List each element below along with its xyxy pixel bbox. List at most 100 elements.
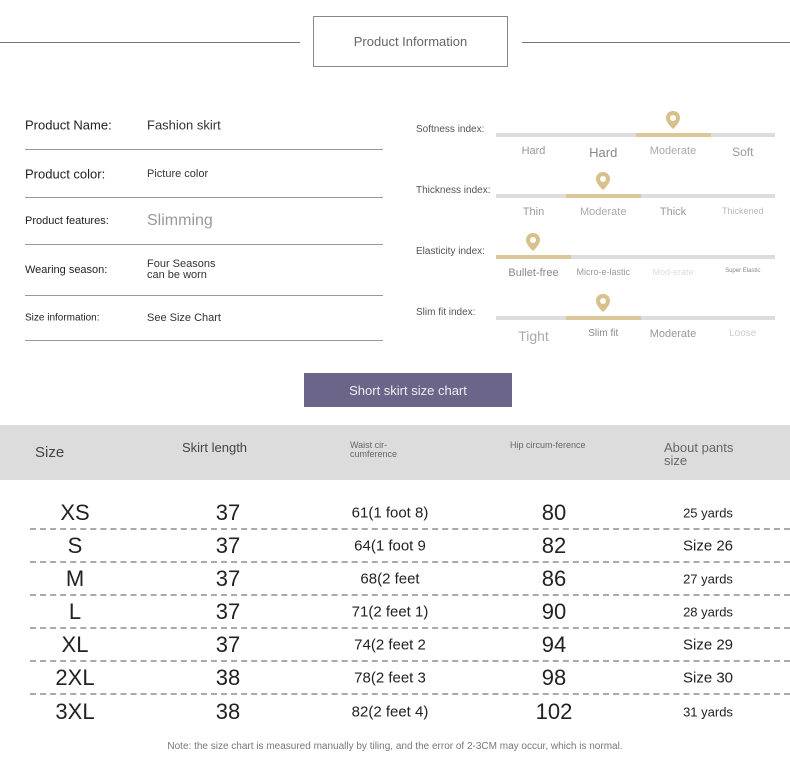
index-option: Slim fit [588, 328, 619, 339]
index-track[interactable] [496, 172, 775, 198]
info-label: Size information: [25, 312, 100, 324]
table-cell: 102 [535, 698, 573, 724]
table-row: XS 37 61(1 foot 8) 80 25 yards [30, 497, 790, 530]
info-value: Slimming [147, 212, 213, 229]
table-cell: 38 [215, 698, 241, 724]
index-option: Thick [659, 206, 687, 218]
location-pin-icon [595, 294, 610, 312]
table-cell: 27 yards [683, 571, 733, 586]
index-option: Micro-e-lastic [576, 267, 630, 277]
index-option: Hard [589, 145, 618, 160]
info-label: Wearing season: [25, 264, 108, 276]
table-cell: 3XL [55, 698, 95, 724]
column-header: Skirt length [182, 440, 248, 455]
table-cell: 68(2 feet [360, 570, 420, 587]
table-row: XL 37 74(2 feet 2 94 Size 29 [30, 629, 790, 662]
size-chart-button[interactable]: Short skirt size chart [304, 373, 512, 407]
info-value: Four Seasons can be worn [147, 258, 216, 281]
column-header: About pants size [664, 440, 734, 468]
location-pin-icon [595, 172, 610, 190]
info-label: Product features: [25, 215, 109, 227]
table-cell: Size 29 [682, 636, 734, 653]
table-cell: M [65, 565, 85, 591]
table-cell: 78(2 feet 3 [354, 669, 426, 686]
table-cell: 37 [215, 565, 241, 591]
column-header: Size [35, 444, 65, 461]
index-selected-segment [496, 255, 571, 259]
column-header: Hip circum-ference [510, 440, 586, 450]
table-cell: 38 [215, 664, 241, 690]
index-selected-segment [565, 194, 641, 198]
index-track[interactable] [496, 111, 775, 137]
index-track[interactable] [496, 233, 775, 259]
table-cell: 74(2 feet 2 [354, 636, 426, 653]
index-option: Bullet-free [508, 267, 559, 279]
page-title: Product Information [313, 16, 508, 67]
index-label: Softness index: [416, 124, 485, 135]
index-selected-segment [635, 133, 711, 137]
divider-right [522, 42, 790, 43]
index-label: Elasticity index: [416, 246, 485, 257]
index-label: Slim fit index: [416, 307, 476, 318]
index-option: Super Elastic [725, 268, 761, 274]
table-cell: 2XL [55, 664, 95, 690]
table-row: L 37 71(2 feet 1) 90 28 yards [30, 596, 790, 629]
table-cell: L [68, 598, 82, 624]
index-selected-segment [565, 316, 641, 320]
table-cell: 61(1 foot 8) [351, 504, 429, 521]
table-cell: XL [61, 631, 89, 657]
table-row: S 37 64(1 foot 9 82 Size 26 [30, 530, 790, 563]
table-cell: XS [60, 499, 90, 525]
table-cell: 28 yards [683, 604, 733, 619]
index-option: Thickened [721, 206, 764, 216]
info-row: Wearing season: Four Seasons can be worn [25, 245, 383, 296]
index-option: Hard [521, 145, 546, 157]
table-cell: Size 26 [682, 537, 734, 554]
info-value: Fashion skirt [147, 117, 221, 132]
index-track[interactable] [496, 294, 775, 320]
table-cell: 80 [541, 499, 567, 525]
info-row: Product color: Picture color [25, 150, 383, 198]
index-label: Thickness index: [416, 185, 491, 196]
info-row: Product features: Slimming [25, 198, 383, 245]
index-option: Tight [518, 328, 549, 344]
location-pin-icon [526, 233, 540, 251]
size-note: Note: the size chart is measured manuall… [167, 741, 623, 752]
index-option: Soft [732, 145, 754, 159]
table-cell: 71(2 feet 1) [351, 603, 429, 620]
table-cell: 37 [215, 631, 241, 657]
table-cell: 25 yards [683, 505, 733, 520]
index-option: Moderate [649, 328, 697, 340]
table-row: 3XL 38 82(2 feet 4) 102 31 yards [30, 695, 790, 728]
index-option: Mod-erate [652, 267, 694, 277]
table-cell: 82(2 feet 4) [351, 703, 429, 720]
table-cell: 86 [541, 565, 567, 591]
table-cell: 31 yards [683, 704, 733, 719]
info-row: Product Name: Fashion skirt [25, 100, 383, 150]
table-cell: Size 30 [682, 669, 734, 686]
info-row: Size information: See Size Chart [25, 296, 383, 341]
divider-left [0, 42, 300, 43]
location-pin-icon [665, 111, 680, 129]
index-option: Moderate [580, 206, 627, 218]
info-value: See Size Chart [147, 312, 221, 324]
table-cell: 37 [215, 532, 241, 558]
index-option: Moderate [649, 145, 697, 157]
table-cell: 90 [541, 598, 567, 624]
table-cell: 37 [215, 598, 241, 624]
index-option: Loose [729, 328, 757, 339]
table-row: M 37 68(2 feet 86 27 yards [30, 563, 790, 596]
column-header: Waist cir-cumference [350, 440, 398, 459]
index-option: Thin [522, 206, 545, 218]
info-label: Product color: [25, 166, 106, 181]
info-value: Picture color [147, 167, 209, 180]
table-cell: 82 [541, 532, 567, 558]
table-cell: S [67, 532, 83, 558]
table-cell: 98 [541, 664, 567, 690]
table-row: 2XL 38 78(2 feet 3 98 Size 30 [30, 662, 790, 695]
info-label: Product Name: [25, 117, 112, 132]
table-cell: 37 [215, 499, 241, 525]
table-cell: 64(1 foot 9 [354, 537, 426, 554]
table-cell: 94 [541, 631, 567, 657]
size-table-header: Size Skirt length Waist cir-cumference Hip … [0, 425, 790, 480]
